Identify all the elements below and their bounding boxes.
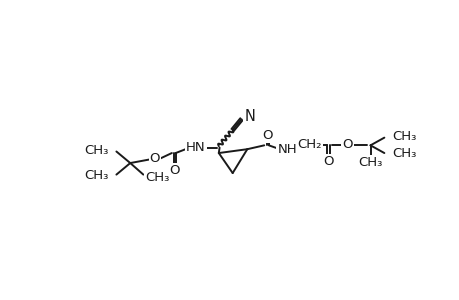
Text: CH₃: CH₃ xyxy=(84,169,108,182)
Text: CH₂: CH₂ xyxy=(297,138,321,151)
Text: N: N xyxy=(244,109,255,124)
Text: CH₃: CH₃ xyxy=(145,171,169,184)
Text: CH₃: CH₃ xyxy=(358,156,382,169)
Text: CH₃: CH₃ xyxy=(391,130,415,143)
Text: O: O xyxy=(323,155,333,168)
Text: HN: HN xyxy=(185,141,205,154)
Text: CH₃: CH₃ xyxy=(84,144,108,157)
Text: O: O xyxy=(341,138,352,151)
Text: O: O xyxy=(149,152,160,165)
Text: O: O xyxy=(169,164,180,177)
Text: O: O xyxy=(262,129,272,142)
Text: CH₃: CH₃ xyxy=(391,147,415,160)
Text: NH: NH xyxy=(277,143,297,156)
